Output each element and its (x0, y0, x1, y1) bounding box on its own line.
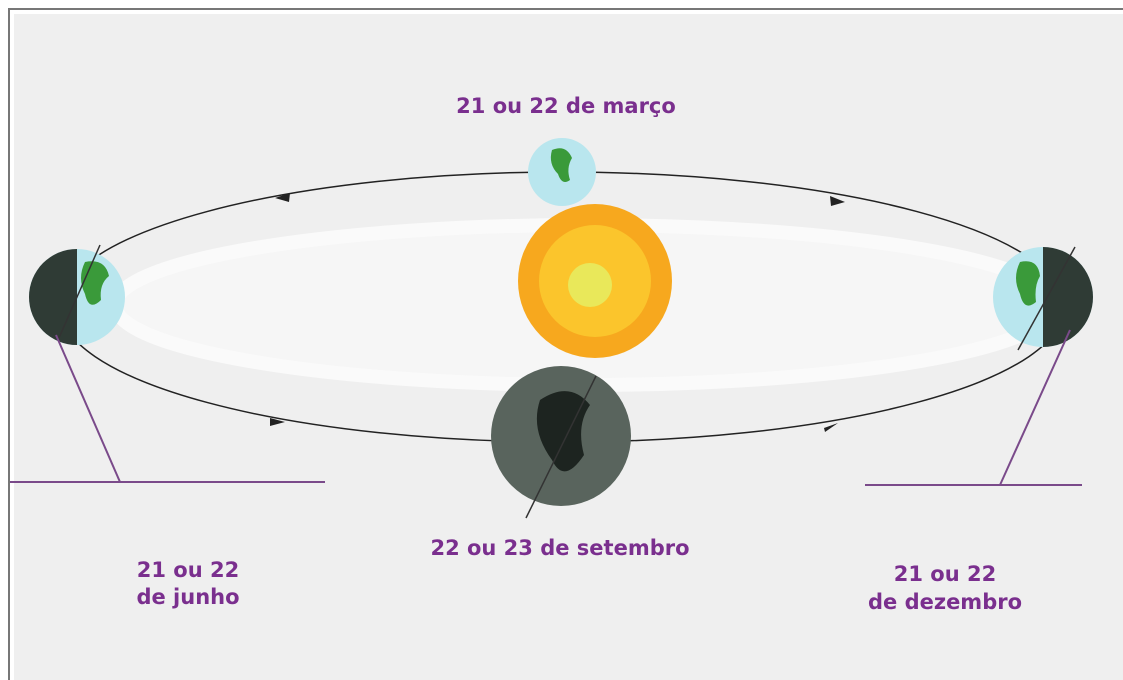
sun-core (568, 263, 612, 307)
label-december: 21 ou 22 (894, 562, 996, 586)
orbit-arrow (270, 418, 285, 426)
earth-axis (1017, 246, 1076, 351)
orbit-arrow (275, 193, 290, 202)
continent (536, 391, 590, 472)
label-september: 22 ou 23 de setembro (430, 536, 689, 560)
earth-night (29, 249, 77, 345)
pointer (999, 329, 1071, 486)
label-march: 21 ou 22 de março (456, 94, 676, 118)
label-december: de dezembro (868, 590, 1022, 614)
continent (1016, 261, 1040, 306)
earth-axis (525, 375, 597, 519)
label-june: 21 ou 22 (137, 558, 239, 582)
earth-night (1043, 247, 1093, 347)
continent (550, 148, 572, 182)
orbit-arrow (824, 423, 838, 432)
label-june: de junho (136, 585, 239, 609)
orbit-arrow (830, 196, 845, 206)
pointer (55, 334, 121, 483)
earth-axis (57, 244, 101, 341)
